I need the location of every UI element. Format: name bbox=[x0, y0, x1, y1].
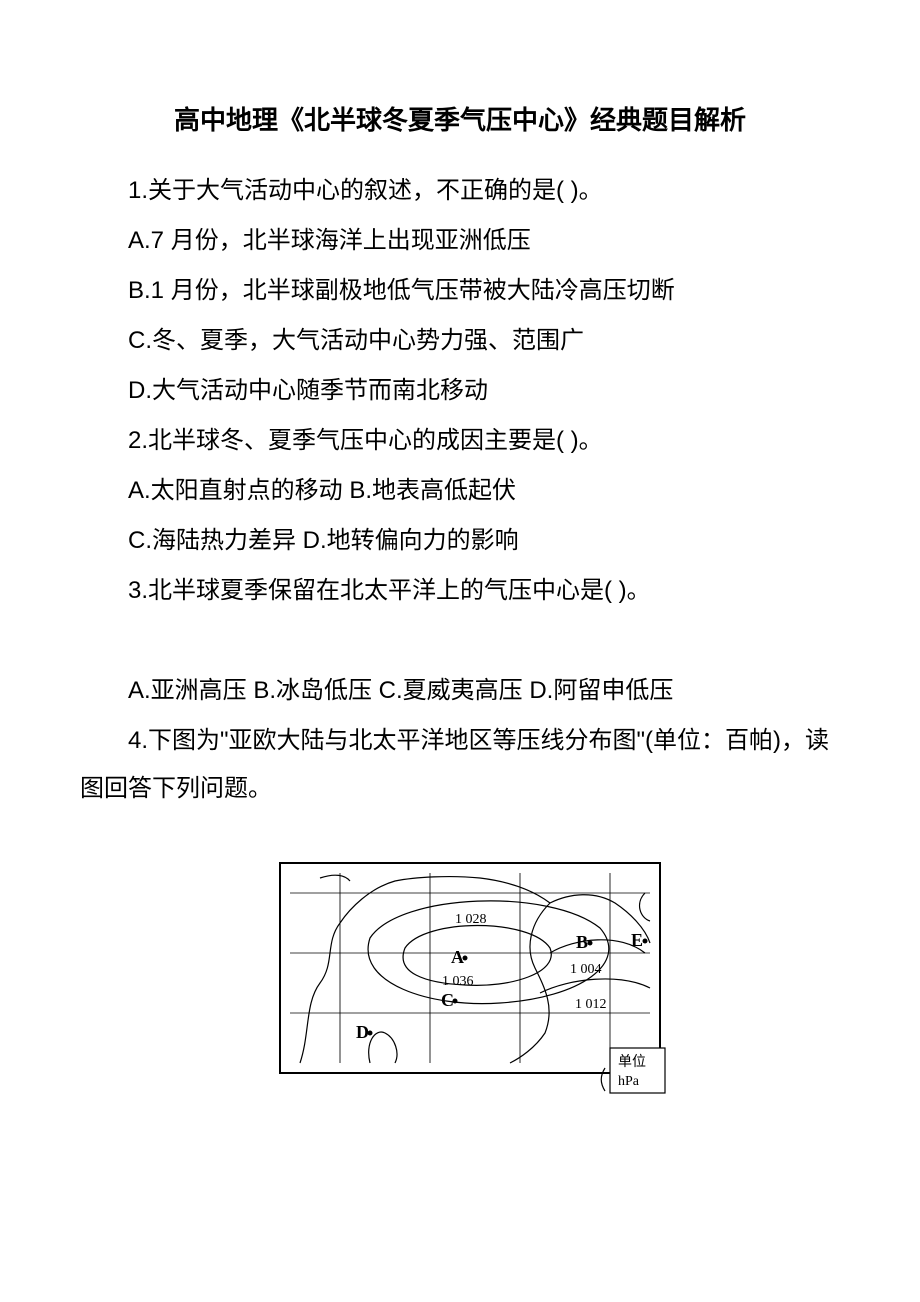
q1-opt-c: C.冬、夏季，大气活动中心势力强、范围广 bbox=[80, 317, 840, 365]
svg-text:B: B bbox=[576, 932, 588, 952]
q1-opt-d: D.大气活动中心随季节而南北移动 bbox=[80, 367, 840, 415]
q3-stem: 3.北半球夏季保留在北太平洋上的气压中心是( )。 bbox=[80, 567, 840, 615]
q3-opts: A.亚洲高压 B.冰岛低压 C.夏威夷高压 D.阿留申低压 bbox=[80, 667, 840, 715]
svg-text:1 028: 1 028 bbox=[455, 912, 487, 927]
q4-stem: 4.下图为"亚欧大陆与北太平洋地区等压线分布图"(单位：百帕)，读图回答下列问题… bbox=[80, 717, 840, 813]
figure-container: 1 028 1 036 1 004 1 012 A B C D E 单位 hPa bbox=[80, 833, 840, 1103]
q1-stem: 1.关于大气活动中心的叙述，不正确的是( )。 bbox=[80, 167, 840, 215]
svg-text:1 036: 1 036 bbox=[442, 974, 474, 989]
q2-opt-cd: C.海陆热力差异 D.地转偏向力的影响 bbox=[80, 517, 840, 565]
svg-text:1 004: 1 004 bbox=[570, 962, 602, 977]
isobar-map-figure: 1 028 1 036 1 004 1 012 A B C D E 单位 hPa bbox=[250, 833, 670, 1103]
q1-opt-a: A.7 月份，北半球海洋上出现亚洲低压 bbox=[80, 217, 840, 265]
q2-opt-ab: A.太阳直射点的移动 B.地表高低起伏 bbox=[80, 467, 840, 515]
svg-text:单位: 单位 bbox=[618, 1054, 646, 1070]
svg-text:E: E bbox=[631, 930, 643, 950]
svg-text:hPa: hPa bbox=[618, 1074, 640, 1089]
svg-text:A: A bbox=[451, 947, 464, 967]
svg-text:D: D bbox=[356, 1022, 369, 1042]
svg-text:1 012: 1 012 bbox=[575, 997, 607, 1012]
svg-text:C: C bbox=[441, 990, 454, 1010]
q2-stem: 2.北半球冬、夏季气压中心的成因主要是( )。 bbox=[80, 417, 840, 465]
q1-opt-b: B.1 月份，北半球副极地低气压带被大陆冷高压切断 bbox=[80, 267, 840, 315]
page-title: 高中地理《北半球冬夏季气压中心》经典题目解析 bbox=[80, 100, 840, 137]
q3-blank bbox=[80, 617, 840, 665]
